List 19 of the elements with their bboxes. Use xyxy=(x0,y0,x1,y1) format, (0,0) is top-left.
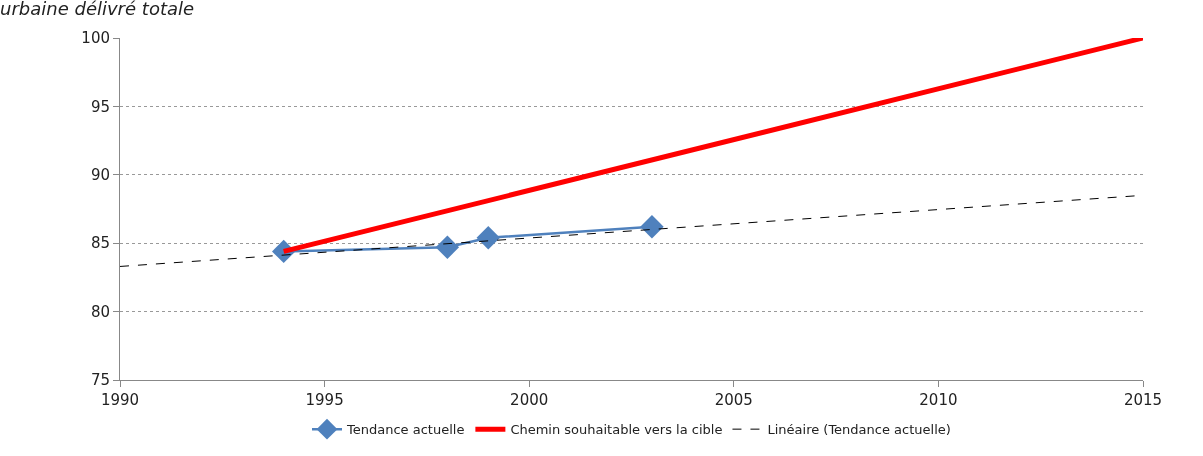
y-tick-label: 95 xyxy=(90,97,110,116)
x-tick-label: 1990 xyxy=(100,391,140,409)
x-tick-label: 2000 xyxy=(510,391,549,409)
chart-title: urbaine délivré totale xyxy=(0,0,195,19)
legend-label: Linéaire (Tendance actuelle) xyxy=(767,422,951,438)
x-tick-label: 2015 xyxy=(1123,391,1163,409)
point xyxy=(640,215,664,239)
legend-label: Chemin souhaitable vers la cible xyxy=(510,422,723,438)
y-tick-label: 75 xyxy=(90,371,110,390)
point xyxy=(476,226,500,250)
point xyxy=(435,235,460,259)
y-tick-label: 80 xyxy=(90,302,110,321)
y-tick-label: 85 xyxy=(90,234,110,253)
legend-label: Tendance actuelle xyxy=(346,422,465,438)
y-tick-label: 90 xyxy=(90,166,110,185)
x-tick-label: 1995 xyxy=(305,391,344,409)
x-tick-label: 2010 xyxy=(919,391,958,409)
y-tick-label: 100 xyxy=(81,29,110,48)
x-tick-label: 2005 xyxy=(714,391,753,409)
